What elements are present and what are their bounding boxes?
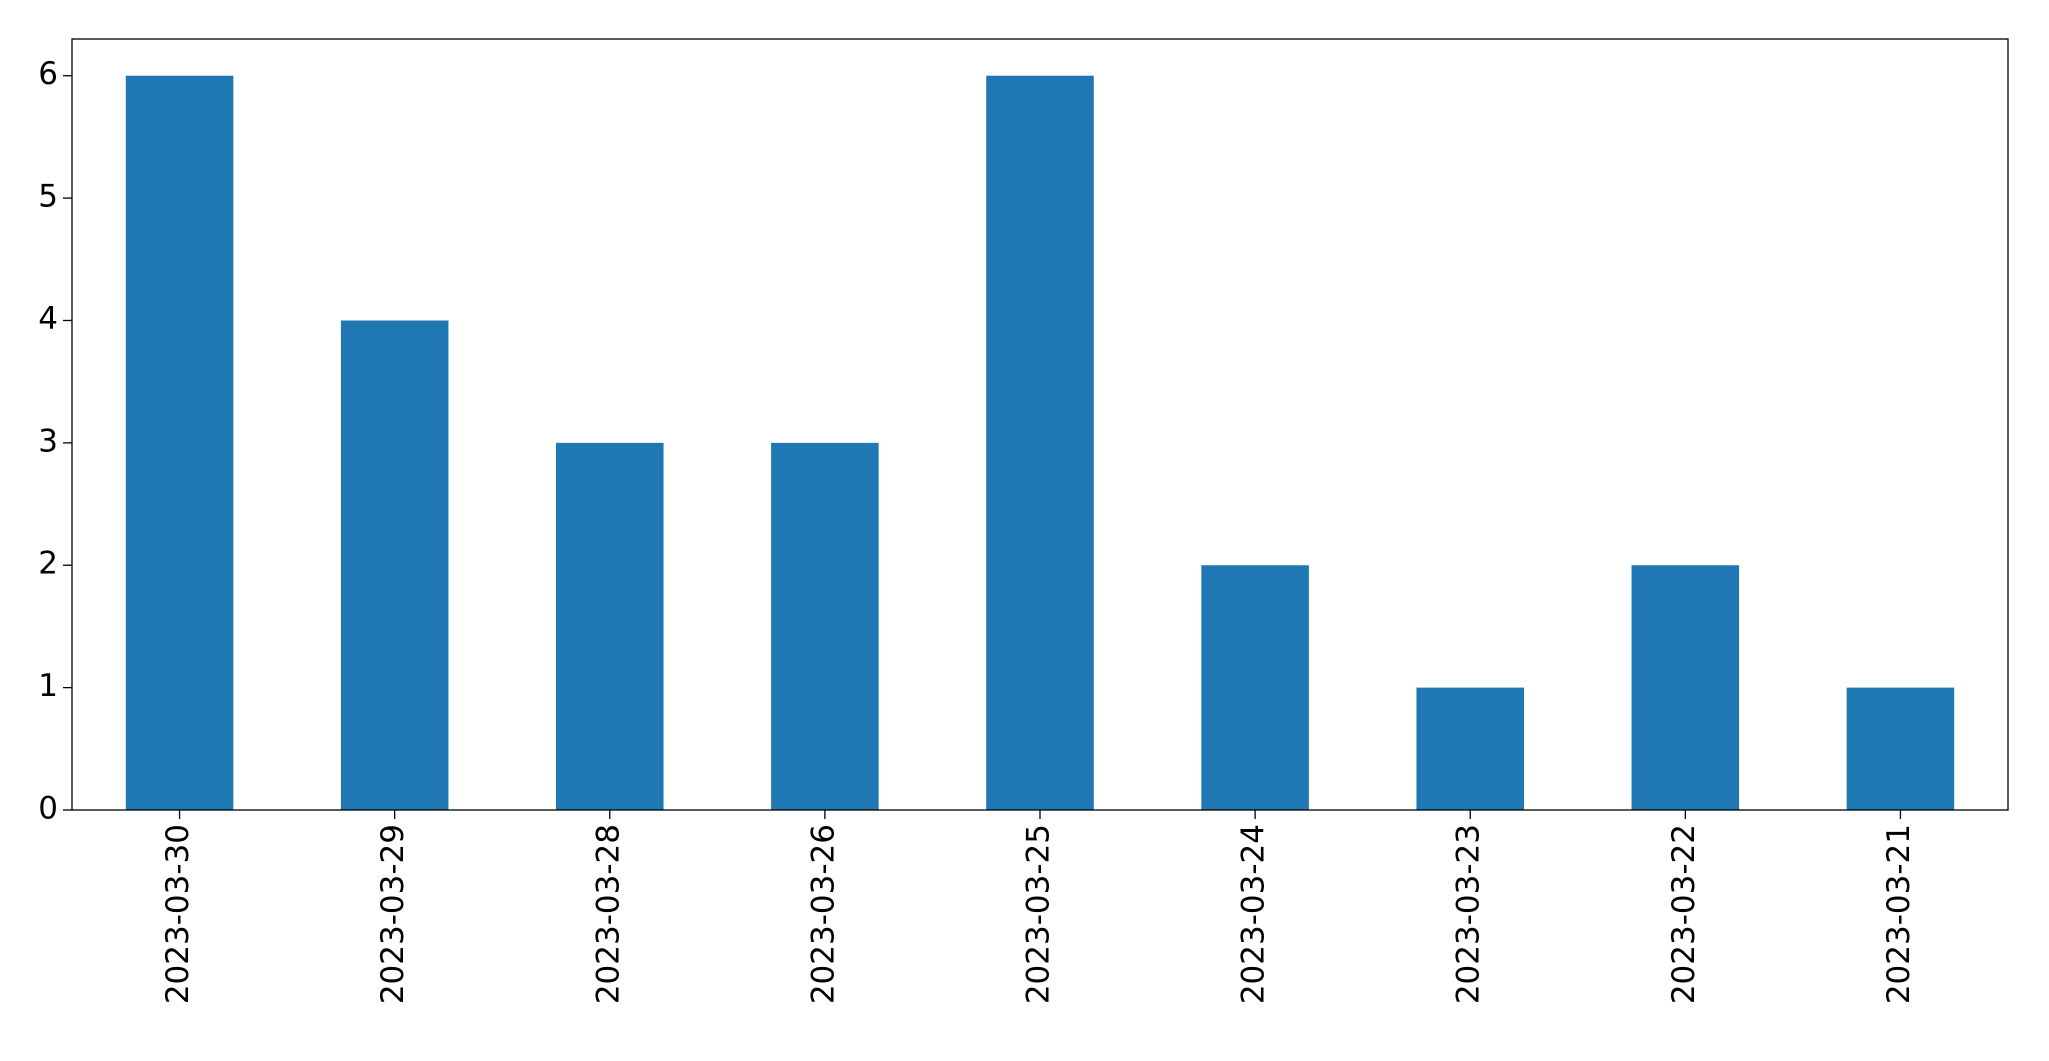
x-tick-label: 2023-03-24 — [1236, 824, 1272, 1004]
bar — [1631, 565, 1740, 810]
x-tick-label: 2023-03-28 — [590, 824, 626, 1004]
y-tick-label: 1 — [38, 668, 58, 704]
x-tick-label: 2023-03-23 — [1451, 824, 1487, 1004]
bar — [125, 75, 234, 810]
y-tick-label: 0 — [38, 791, 58, 827]
y-tick-label: 3 — [38, 423, 58, 459]
bar — [1846, 687, 1955, 810]
bar — [556, 442, 664, 810]
y-tick-label: 4 — [38, 301, 58, 337]
bar — [771, 442, 879, 810]
y-tick-label: 5 — [38, 179, 58, 215]
y-tick-label: 2 — [38, 546, 58, 582]
x-tick-label: 2023-03-22 — [1666, 824, 1702, 1004]
bar — [1416, 687, 1524, 810]
y-tick-label: 6 — [38, 56, 58, 92]
x-tick-label: 2023-03-29 — [375, 824, 411, 1004]
x-tick-label: 2023-03-21 — [1881, 824, 1917, 1004]
bar — [986, 75, 1094, 810]
x-tick-label: 2023-03-25 — [1021, 824, 1057, 1004]
plot-frame — [71, 38, 2009, 811]
bar — [1201, 565, 1309, 810]
bar — [340, 320, 449, 810]
x-tick-label: 2023-03-30 — [160, 824, 196, 1004]
x-tick-label: 2023-03-26 — [805, 824, 841, 1004]
